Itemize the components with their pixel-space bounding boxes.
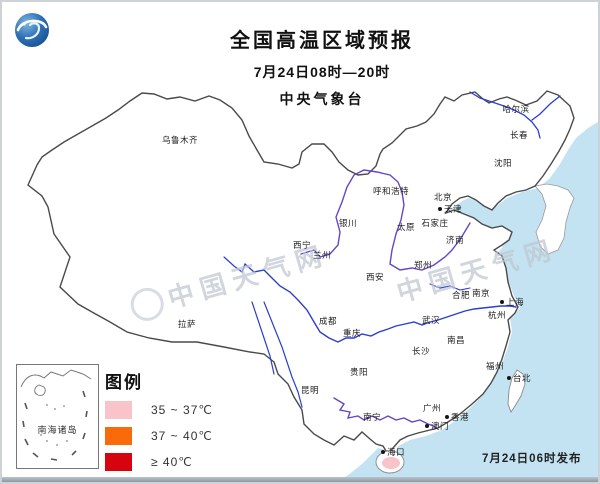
city-label: 拉萨 — [178, 319, 196, 329]
city-label: 郑州 — [414, 260, 432, 270]
map-title: 全国高温区域预报 — [230, 30, 414, 52]
legend-label: 37 ~ 40℃ — [151, 429, 213, 443]
yangtze-river — [244, 263, 517, 343]
sea-area — [338, 122, 598, 481]
city-label: 长沙 — [412, 346, 430, 356]
legend: 图例 35 ~ 37℃ 37 ~ 40℃ ≥ 40℃ — [105, 368, 213, 471]
bottom-edge-bar — [2, 477, 598, 482]
logo-dot — [22, 22, 26, 26]
inset-islands — [40, 404, 74, 446]
pearl-river — [333, 397, 437, 428]
upper-yangtze — [223, 256, 246, 273]
city-label: 台北 — [513, 373, 531, 383]
songhua-river — [531, 95, 561, 121]
legend-title: 图例 — [105, 373, 143, 392]
city-label: 南京 — [472, 288, 490, 298]
city-dot — [445, 415, 449, 419]
legend-label: 35 ~ 37℃ — [151, 403, 213, 417]
city-label: 香港 — [451, 412, 469, 422]
city-label: 成都 — [319, 316, 337, 326]
cma-logo — [15, 13, 49, 47]
city-label: 昆明 — [301, 385, 319, 395]
southwest-rivers — [263, 301, 303, 408]
legend-swatch — [105, 453, 132, 471]
legend-swatch — [105, 401, 132, 419]
map-agency: 中央气象台 — [279, 91, 365, 107]
city-label: 上海 — [506, 297, 524, 307]
legend-swatch — [105, 427, 132, 445]
hainan-heat-pink — [382, 457, 400, 469]
city-label: 南宁 — [363, 412, 381, 422]
city-label: 沈阳 — [494, 158, 512, 168]
city-dot — [507, 376, 511, 380]
city-label: 兰州 — [313, 250, 331, 260]
city-label: 北京 — [434, 192, 452, 202]
legend-item: 37 ~ 40℃ — [105, 427, 213, 445]
logo-circle — [15, 13, 49, 47]
huai-river — [429, 283, 471, 291]
inset-dash-line — [22, 390, 88, 461]
issue-time: 7月24日06时发布 — [482, 453, 582, 465]
city-label: 广州 — [423, 403, 441, 413]
city-label: 武汉 — [422, 315, 440, 325]
city-label: 杭州 — [488, 310, 506, 320]
city-label: 澳门 — [431, 421, 449, 431]
city-label: 重庆 — [343, 328, 361, 338]
legend-label: ≥ 40℃ — [151, 455, 193, 469]
legend-item: ≥ 40℃ — [105, 453, 213, 471]
city-label: 西安 — [366, 272, 384, 282]
inset-map — [20, 369, 92, 461]
logo-swirl — [24, 22, 41, 40]
city-dot — [425, 424, 429, 428]
city-dot — [500, 300, 504, 304]
inset-coastline — [20, 369, 92, 388]
city-label: 济南 — [446, 235, 464, 245]
city-label: 银川 — [339, 218, 357, 228]
city-label: 海口 — [387, 447, 405, 457]
city-label: 哈尔滨 — [502, 104, 529, 114]
songhua-river — [469, 91, 541, 139]
map-header: 全国高温区域预报 7月24日08时—20时 中央气象台 — [162, 24, 482, 109]
legend-rows: 35 ~ 37℃ 37 ~ 40℃ ≥ 40℃ — [105, 401, 213, 471]
city-label: 太原 — [397, 222, 415, 232]
taiwan-island — [507, 369, 526, 413]
rivers — [223, 91, 561, 428]
city-label: 合肥 — [452, 290, 470, 300]
logo-swirl — [16, 19, 48, 32]
city-dot — [438, 207, 442, 211]
city-label: 西宁 — [293, 240, 311, 250]
korea-peninsula — [534, 183, 575, 255]
inset-hainan — [34, 384, 46, 396]
south-china-sea-inset: 南海诸岛 — [16, 364, 99, 469]
city-label: 天津 — [444, 204, 462, 214]
city-label: 呼和浩特 — [373, 186, 409, 196]
city-label: 福州 — [486, 361, 504, 371]
map-time-range: 7月24日08时—20时 — [253, 64, 391, 80]
yellow-river — [300, 169, 471, 271]
southwest-rivers — [251, 301, 275, 375]
city-label: 南昌 — [447, 335, 465, 345]
watermark-logo — [130, 287, 164, 321]
city-label: 乌鲁木齐 — [162, 135, 198, 145]
city-label: 石家庄 — [421, 218, 448, 228]
inset-label: 南海诸岛 — [37, 425, 78, 435]
city-label: 长春 — [510, 130, 528, 140]
legend-item: 35 ~ 37℃ — [105, 401, 213, 419]
city-dot — [381, 450, 385, 454]
city-label: 贵阳 — [350, 367, 368, 377]
